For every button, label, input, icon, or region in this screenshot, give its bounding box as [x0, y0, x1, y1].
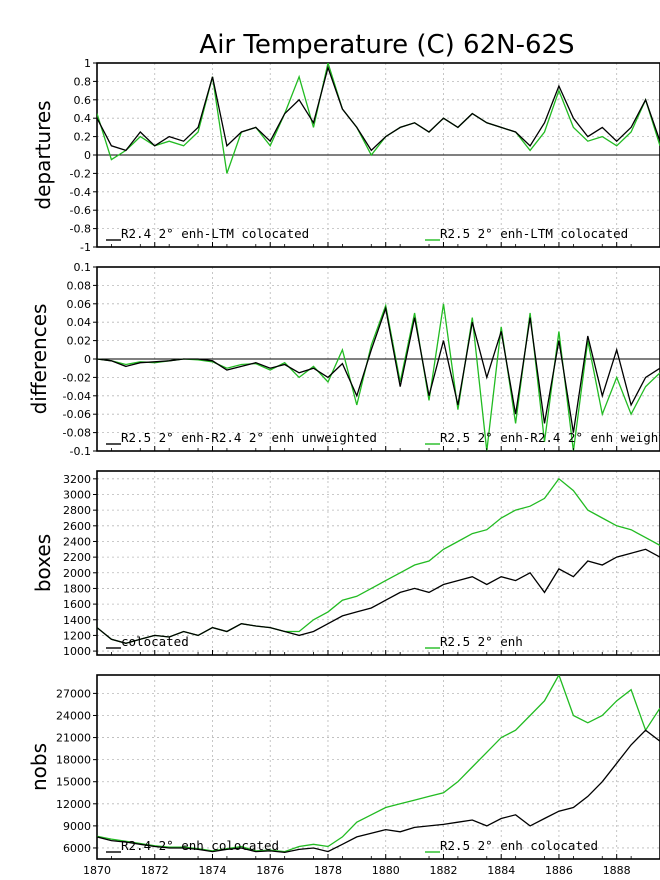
y-tick-label: -0.2	[70, 167, 91, 180]
y-axis-title: nobs	[27, 743, 51, 791]
legend-label: R2.5 2° enh-LTM colocated	[440, 226, 628, 241]
y-tick-label: 0.2	[74, 131, 92, 144]
x-tick-label: 1876	[256, 864, 284, 877]
y-tick-label: -0.4	[70, 186, 91, 199]
legend-label: R2.5 2° enh-R2.4 2° enh unweighted	[121, 430, 377, 445]
y-tick-label: 0.8	[74, 75, 92, 88]
y-tick-label: 1600	[63, 598, 91, 611]
y-tick-label: -0.6	[70, 204, 91, 217]
y-tick-label: 0	[84, 353, 91, 366]
y-tick-label: 0	[84, 149, 91, 162]
y-tick-label: 27000	[56, 687, 91, 700]
chart-panel-departures: 1 0.8 0.6 0.4 0.2 0 -0.2 -0.4 -0.6 -0.8 -1 departur…	[31, 57, 660, 254]
x-tick-label: 1870	[83, 864, 111, 877]
y-tick-label: 15000	[56, 776, 91, 789]
y-tick-label: 1000	[63, 645, 91, 658]
y-tick-label: 0.08	[67, 279, 92, 292]
legend-label: R2.4 2° enh colocated	[121, 838, 279, 853]
series-line-black	[97, 548, 660, 644]
legend-label: R2.5 2° enh	[440, 634, 523, 649]
x-tick-label: 1874	[198, 864, 226, 877]
y-tick-label: 2400	[63, 535, 91, 548]
y-tick-label: -0.1	[70, 445, 91, 458]
y-tick-label: 1800	[63, 582, 91, 595]
y-tick-label: 1400	[63, 614, 91, 627]
legend-label: colocated	[121, 634, 189, 649]
series-line-black	[97, 305, 660, 433]
chart-panel-differences: 0.1 0.08 0.06 0.04 0.02 0 -0.02 -0.04 -0.06 -0.08…	[27, 261, 660, 458]
y-tick-label: 1	[84, 57, 91, 70]
y-tick-label: 9000	[63, 820, 91, 833]
y-tick-label: 0.02	[67, 335, 92, 348]
y-tick-label: -0.08	[63, 427, 91, 440]
y-tick-label: 2600	[63, 520, 91, 533]
y-tick-label: 18000	[56, 754, 91, 767]
y-axis-title: departures	[31, 100, 55, 209]
figure-title: Air Temperature (C) 62N-62S	[199, 30, 574, 60]
y-tick-label: 2000	[63, 567, 91, 580]
y-tick-label: 6000	[63, 842, 91, 855]
series-line-green	[97, 675, 660, 853]
y-tick-label: 2200	[63, 551, 91, 564]
y-tick-label: -0.04	[63, 390, 91, 403]
y-tick-label: 24000	[56, 709, 91, 722]
legend-label: R2.4 2° enh-LTM colocated	[121, 226, 309, 241]
plot-frame	[96, 674, 660, 860]
y-tick-label: -1	[80, 241, 91, 254]
y-tick-label: 0.06	[67, 298, 92, 311]
legend-label: R2.5 2° enh-R2.4 2° enh weighted	[440, 430, 660, 445]
legend-label: R2.5 2° enh colocated	[440, 838, 598, 853]
x-tick-label: 1872	[141, 864, 169, 877]
x-tick-label: 1884	[487, 864, 515, 877]
series-line-black	[97, 65, 660, 152]
y-tick-label: -0.02	[63, 371, 91, 384]
y-tick-label: 21000	[56, 732, 91, 745]
x-tick-label: 1878	[314, 864, 342, 877]
panels: 1 0.8 0.6 0.4 0.2 0 -0.2 -0.4 -0.6 -0.8 -1 departur…	[27, 57, 660, 877]
y-axis-title: differences	[27, 304, 51, 415]
x-tick-label: 1882	[429, 864, 457, 877]
y-tick-label: 3000	[63, 488, 91, 501]
y-tick-label: 12000	[56, 798, 91, 811]
series-line-black	[97, 729, 660, 854]
y-tick-label: 2800	[63, 504, 91, 517]
y-tick-label: -0.8	[70, 223, 91, 236]
y-tick-label: 3200	[63, 473, 91, 486]
x-tick-label: 1886	[545, 864, 573, 877]
y-axis-title: boxes	[31, 534, 55, 592]
series-line-green	[97, 477, 660, 644]
y-tick-label: -0.06	[63, 408, 91, 421]
plot-frame	[96, 470, 660, 656]
chart-panel-boxes: 1000 1200 1400 1600 1800 2000 2200 2400 2600 2800…	[31, 470, 660, 658]
series-line-green	[97, 63, 660, 174]
y-tick-label: 0.6	[74, 94, 92, 107]
x-tick-label: 1880	[372, 864, 400, 877]
y-tick-label: 0.1	[74, 261, 92, 274]
chart-panel-nobs: 6000 9000 12000 15000 18000 21000 24000 27000 no…	[27, 674, 660, 877]
x-tick-label: 1888	[603, 864, 631, 877]
y-tick-label: 1200	[63, 629, 91, 642]
y-tick-label: 0.4	[74, 112, 92, 125]
y-tick-label: 0.04	[67, 316, 92, 329]
